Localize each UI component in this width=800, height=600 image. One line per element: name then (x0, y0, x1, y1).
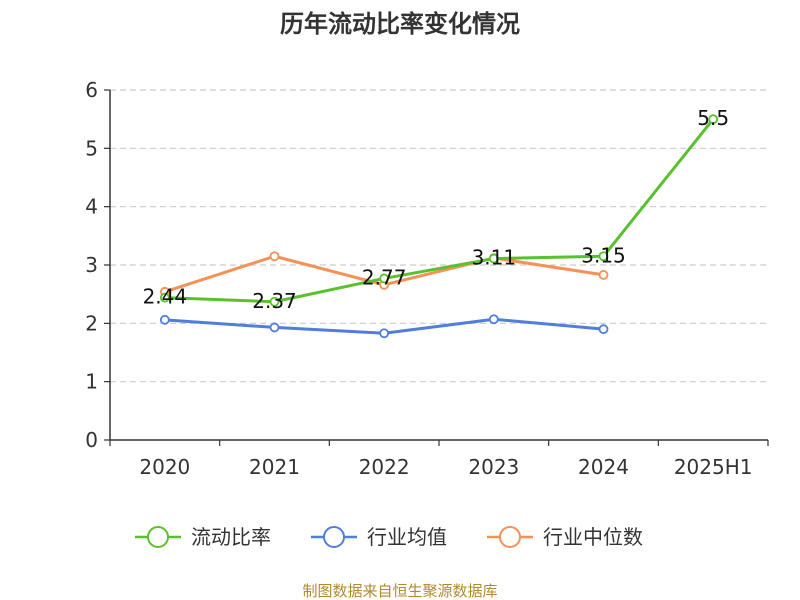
x-tick-label: 2022 (359, 455, 410, 479)
legend-label: 行业中位数 (543, 525, 643, 549)
y-tick-label: 2 (85, 311, 98, 335)
series-group (159, 114, 719, 339)
data-point (488, 253, 499, 264)
data-label: 2.37 (252, 289, 297, 313)
y-tick-label: 3 (85, 253, 98, 277)
data-point (159, 292, 170, 303)
x-tick-label: 2024 (578, 455, 629, 479)
y-tick-label: 5 (85, 136, 98, 160)
data-point (269, 322, 280, 333)
data-label: 2.44 (143, 285, 188, 309)
y-tick-label: 6 (85, 78, 98, 102)
data-label: 2.77 (362, 265, 407, 289)
data-point (708, 114, 719, 125)
axes: 0 1 2 3 4 5 6 2020 2021 2022 2023 2024 2025H1 (85, 78, 769, 479)
legend-item[interactable]: 行业均值 (311, 525, 447, 549)
y-tick-label: 1 (85, 370, 98, 394)
y-tick-label: 4 (85, 195, 98, 219)
data-point (598, 324, 609, 335)
legend-label: 行业均值 (367, 525, 447, 549)
data-label: 3.11 (472, 246, 517, 270)
data-point (598, 251, 609, 262)
data-point (269, 296, 280, 307)
data-labels: 2.44 2.37 2.77 3.11 3.15 5.5 (143, 106, 730, 313)
data-point (379, 328, 390, 339)
legend-marker (499, 526, 521, 548)
legend: 流动比率 行业均值 行业中位数 (135, 525, 643, 549)
x-tick-label: 2025H1 (674, 455, 753, 479)
data-point (269, 251, 280, 262)
legend-marker (147, 526, 169, 548)
data-point (159, 314, 170, 325)
legend-label: 流动比率 (191, 525, 271, 549)
source-note: 制图数据来自恒生聚源数据库 (302, 582, 497, 600)
data-point (379, 273, 390, 284)
legend-item[interactable]: 流动比率 (135, 525, 271, 549)
data-label: 3.15 (581, 243, 626, 267)
x-tick-label: 2023 (468, 455, 519, 479)
x-tick-label: 2020 (139, 455, 190, 479)
legend-item[interactable]: 行业中位数 (487, 525, 643, 549)
x-tick-label: 2021 (249, 455, 300, 479)
y-tick-label: 0 (85, 428, 98, 452)
data-point (598, 270, 609, 280)
series-line (164, 118, 715, 304)
data-point (488, 314, 499, 325)
grid (110, 89, 768, 383)
legend-marker (323, 526, 345, 548)
data-label: 5.5 (697, 106, 729, 130)
chart-title: 历年流动比率变化情况 (280, 10, 520, 38)
